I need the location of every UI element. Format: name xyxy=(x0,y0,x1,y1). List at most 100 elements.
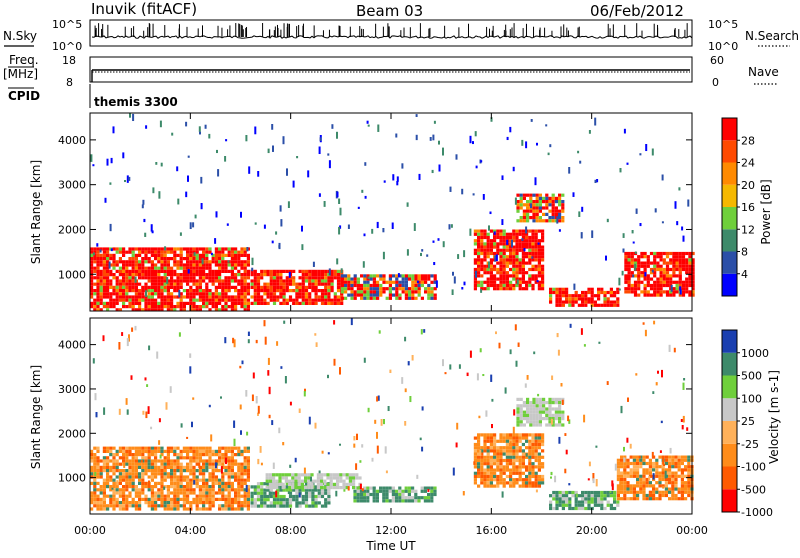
velocity-cell xyxy=(534,458,538,463)
velocity-cell xyxy=(96,507,100,511)
velocity-cell xyxy=(345,476,349,480)
power-cell xyxy=(587,297,591,301)
velocity-cell xyxy=(320,482,324,486)
velocity-cell xyxy=(150,507,154,511)
power-cell xyxy=(102,305,106,309)
velocity-cell xyxy=(134,446,138,450)
power-echo xyxy=(494,255,497,262)
velocity-cell xyxy=(246,507,250,511)
power-cell xyxy=(502,248,506,252)
power-cell xyxy=(227,247,231,251)
velocity-cell xyxy=(170,497,174,501)
velocity-cell xyxy=(240,504,244,508)
power-cell xyxy=(308,273,312,277)
velocity-echo xyxy=(94,393,97,401)
velocity-echo xyxy=(663,463,666,466)
power-cell xyxy=(606,297,610,301)
velocity-cell xyxy=(141,446,145,450)
power-cell xyxy=(669,287,673,291)
power-cell xyxy=(340,277,344,281)
power-cell xyxy=(202,273,206,277)
power-cell xyxy=(176,285,180,289)
power-cell xyxy=(214,273,218,277)
velocity-echo xyxy=(561,399,564,405)
velocity-cell xyxy=(230,449,234,453)
power-cell xyxy=(186,257,190,261)
power-cell xyxy=(221,295,225,299)
power-echo xyxy=(511,239,513,248)
power-cell xyxy=(227,298,231,302)
velocity-cell xyxy=(243,472,247,476)
velocity-cell xyxy=(157,472,161,476)
velocity-cell xyxy=(423,486,427,490)
power-cell xyxy=(285,289,289,293)
velocity-cell xyxy=(109,446,113,450)
velocity-cell xyxy=(230,446,234,450)
velocity-cell xyxy=(202,462,206,466)
power-cell xyxy=(512,229,516,233)
power-cell xyxy=(279,279,283,283)
velocity-cell xyxy=(518,458,522,463)
velocity-cell xyxy=(427,496,431,500)
power-cell xyxy=(512,251,516,256)
power-cell xyxy=(675,290,679,294)
velocity-cell xyxy=(512,439,516,443)
power-cell xyxy=(141,273,145,277)
velocity-echo xyxy=(158,418,161,423)
velocity-cell xyxy=(189,491,193,495)
velocity-cell xyxy=(269,494,273,499)
power-cell xyxy=(398,283,402,288)
power-cell xyxy=(538,206,542,210)
power-cell xyxy=(353,293,357,297)
power-echo xyxy=(301,225,303,232)
power-cell xyxy=(555,297,559,301)
velocity-cell xyxy=(552,497,556,501)
power-cell xyxy=(230,295,234,299)
velocity-cell xyxy=(509,452,513,456)
power-cell xyxy=(99,298,103,302)
power-cell xyxy=(157,273,161,277)
power-cell xyxy=(314,301,318,305)
velocity-cell xyxy=(537,436,541,440)
power-cell xyxy=(195,273,199,277)
power-cell xyxy=(685,261,689,265)
velocity-cell xyxy=(173,475,177,479)
power-cell xyxy=(505,280,509,284)
power-cell xyxy=(141,289,145,293)
velocity-cell xyxy=(535,417,539,421)
power-cell xyxy=(138,289,142,293)
power-cell xyxy=(189,269,193,273)
power-cell xyxy=(198,253,202,257)
velocity-echo xyxy=(682,415,685,423)
power-cell xyxy=(430,293,434,297)
power-cell xyxy=(411,280,415,284)
velocity-cell xyxy=(537,465,541,469)
power-cell xyxy=(571,297,575,301)
velocity-cell xyxy=(326,476,330,480)
velocity-cell xyxy=(509,478,513,482)
velocity-cell xyxy=(246,491,250,495)
velocity-cell xyxy=(385,499,389,503)
power-cell xyxy=(138,260,142,264)
velocity-cell xyxy=(473,465,477,469)
power-cell xyxy=(417,277,421,281)
velocity-cell xyxy=(648,458,652,462)
velocity-cell xyxy=(256,482,261,486)
power-cell xyxy=(637,261,641,265)
velocity-cell xyxy=(551,401,555,405)
power-cell xyxy=(534,229,538,233)
power-cell xyxy=(263,285,267,289)
power-cell xyxy=(480,245,484,249)
velocity-cell xyxy=(125,497,129,501)
velocity-cell xyxy=(486,449,490,453)
power-echo xyxy=(292,180,295,188)
power-cell xyxy=(314,273,318,277)
power-cell xyxy=(630,271,634,275)
velocity-cell xyxy=(385,489,389,493)
power-echo xyxy=(126,175,129,183)
power-cell xyxy=(330,298,334,302)
power-cell xyxy=(237,253,241,257)
velocity-cell xyxy=(317,491,321,495)
velocity-cell xyxy=(363,492,367,497)
power-cell xyxy=(496,235,500,240)
